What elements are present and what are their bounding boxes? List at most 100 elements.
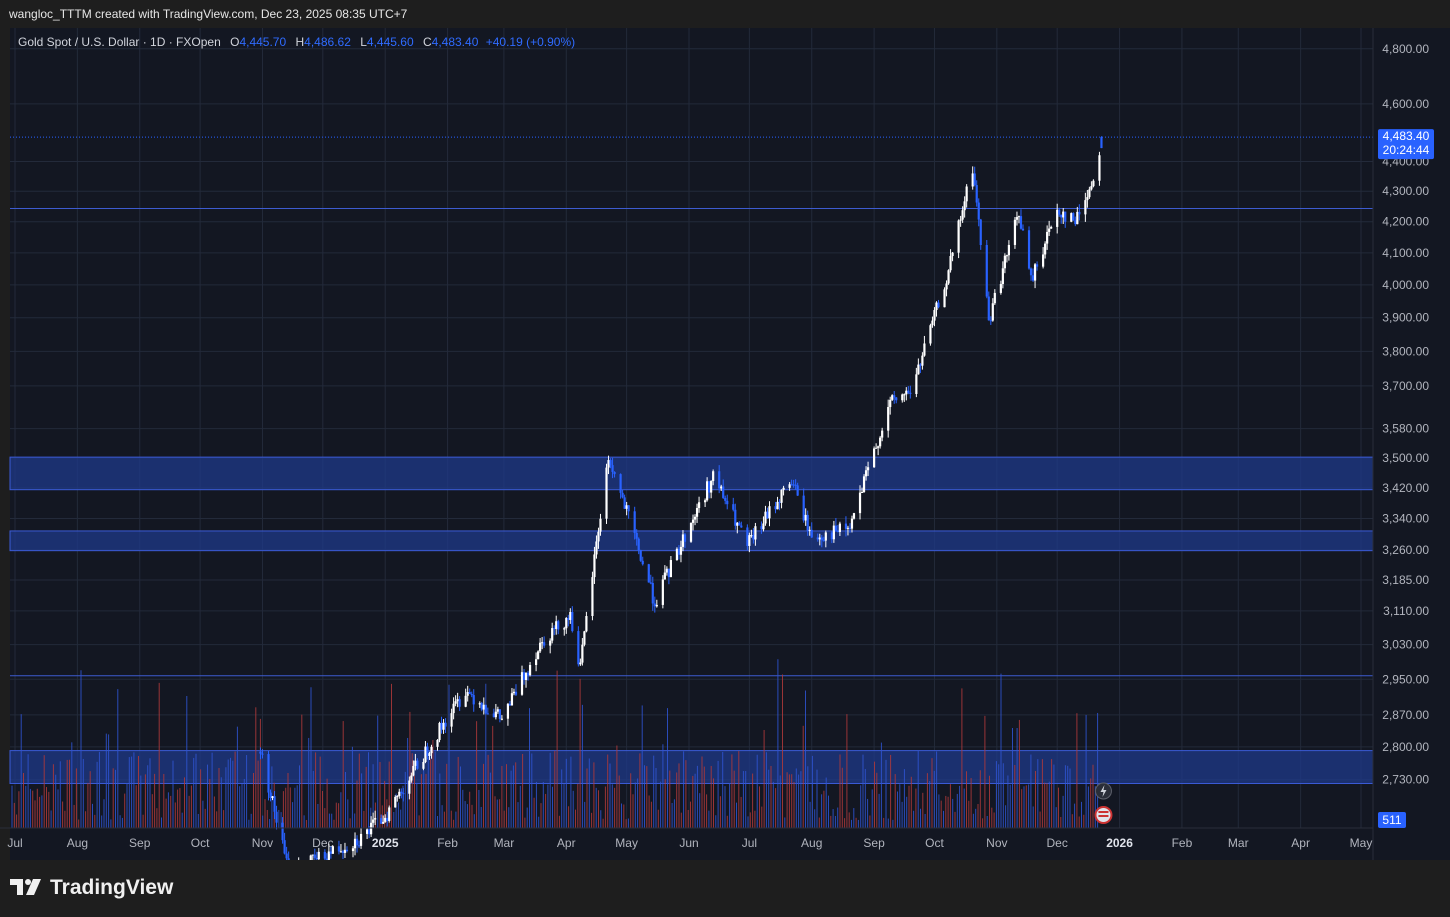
candle-body (468, 692, 471, 694)
candle-body (655, 604, 658, 607)
candle-body (875, 447, 878, 449)
candle-body (579, 662, 582, 665)
time-axis-background[interactable] (0, 828, 1373, 860)
candle-body (613, 471, 616, 475)
candle-body (436, 739, 439, 747)
candle-body (895, 397, 898, 401)
candle-body (428, 753, 431, 757)
x-tick-label: Mar (1228, 836, 1249, 850)
candle-body (637, 538, 640, 551)
candle-body (776, 501, 779, 510)
candle-body (486, 713, 489, 715)
candle-body (965, 186, 968, 202)
price-axis-background[interactable] (1373, 28, 1450, 860)
candle-body (1033, 264, 1037, 281)
candle-body (762, 523, 765, 530)
candle-body (1021, 228, 1025, 231)
x-tick-label: May (615, 836, 638, 850)
candle-body (591, 577, 594, 617)
candle-body (790, 484, 793, 486)
candle-body (792, 484, 795, 486)
candle-body (887, 407, 890, 431)
candle-body (710, 481, 713, 493)
candle-body (689, 522, 693, 542)
flag-stripe (1098, 815, 1109, 817)
candle-body (422, 761, 425, 769)
lightning-glyph (1100, 785, 1107, 797)
support-resistance-zone[interactable] (9, 456, 1374, 491)
candle-body (396, 796, 399, 798)
candle-body (836, 530, 839, 532)
candle-body (607, 460, 610, 468)
candle-body (372, 819, 375, 823)
high-value: 4,486.62 (304, 35, 351, 49)
candle-body (782, 487, 785, 490)
candle-body (410, 775, 413, 781)
candle-body (860, 491, 864, 493)
y-tick-label: 2,730.00 (1382, 773, 1429, 787)
candle-body (452, 703, 455, 714)
candle-body (412, 765, 415, 776)
candle-body (691, 519, 695, 523)
candle-body (949, 256, 952, 271)
candle-body (1070, 213, 1073, 222)
open-label: O (230, 35, 240, 49)
candle-body (585, 616, 588, 632)
candle-body (852, 513, 856, 519)
y-tick-label: 2,950.00 (1382, 672, 1429, 686)
chart-area[interactable]: 4,800.00 4,600.00 4,400.00 4,300.00 4,200.00… (0, 28, 1450, 860)
candle-body (341, 851, 345, 853)
candle-body (285, 853, 288, 859)
candle-body (989, 320, 992, 322)
x-tick-label: Sep (129, 836, 151, 850)
candle-body (832, 525, 835, 540)
candle-body (667, 568, 670, 578)
symbol-title: Gold Spot / U.S. Dollar · 1D · FXOpen (18, 35, 221, 49)
candle-body (959, 219, 962, 221)
price-chart[interactable]: 4,800.004,600.004,400.004,300.004,200.00… (0, 28, 1450, 860)
candle-body (975, 185, 978, 203)
volume-badge-value: 511 (1382, 813, 1401, 827)
y-tick-label: 2,800.00 (1382, 740, 1429, 754)
candle-body (774, 506, 777, 510)
candle-body (1078, 211, 1081, 215)
candle-body (506, 703, 510, 719)
candle-body (1088, 189, 1091, 198)
candle-body (1027, 230, 1031, 269)
candle-body (549, 640, 552, 646)
y-tick-label: 3,500.00 (1382, 451, 1429, 465)
candle-body (804, 514, 807, 521)
candle-body (1064, 211, 1067, 222)
candle-body (862, 476, 866, 492)
candle-body (430, 746, 433, 754)
candle-body (514, 691, 518, 695)
candle-body (359, 833, 363, 846)
candle-body (438, 722, 441, 740)
candle-body (1074, 220, 1077, 225)
candle-body (987, 296, 990, 321)
candle-body (329, 851, 332, 854)
candle-body (850, 518, 854, 529)
candle-body (706, 481, 709, 501)
candle-body (726, 500, 729, 505)
candle-body (1019, 216, 1023, 229)
candle-body (695, 507, 699, 517)
candle-body (273, 796, 276, 812)
candle-body (394, 796, 397, 808)
y-tick-label: 3,260.00 (1382, 543, 1429, 557)
candle-body (675, 548, 679, 561)
candle-body (766, 511, 769, 519)
candle-body (597, 531, 600, 542)
candle-body (866, 467, 870, 471)
candle-body (555, 621, 558, 629)
plot-background[interactable] (0, 28, 1373, 828)
high-label: H (295, 35, 305, 49)
left-margin (0, 28, 10, 860)
candle-body (528, 664, 532, 676)
candle-body (609, 460, 612, 466)
candle-body (993, 292, 996, 304)
candle-body (736, 522, 739, 526)
candle-body (816, 537, 819, 540)
candle-body (583, 631, 586, 645)
support-resistance-zone[interactable] (9, 750, 1374, 784)
